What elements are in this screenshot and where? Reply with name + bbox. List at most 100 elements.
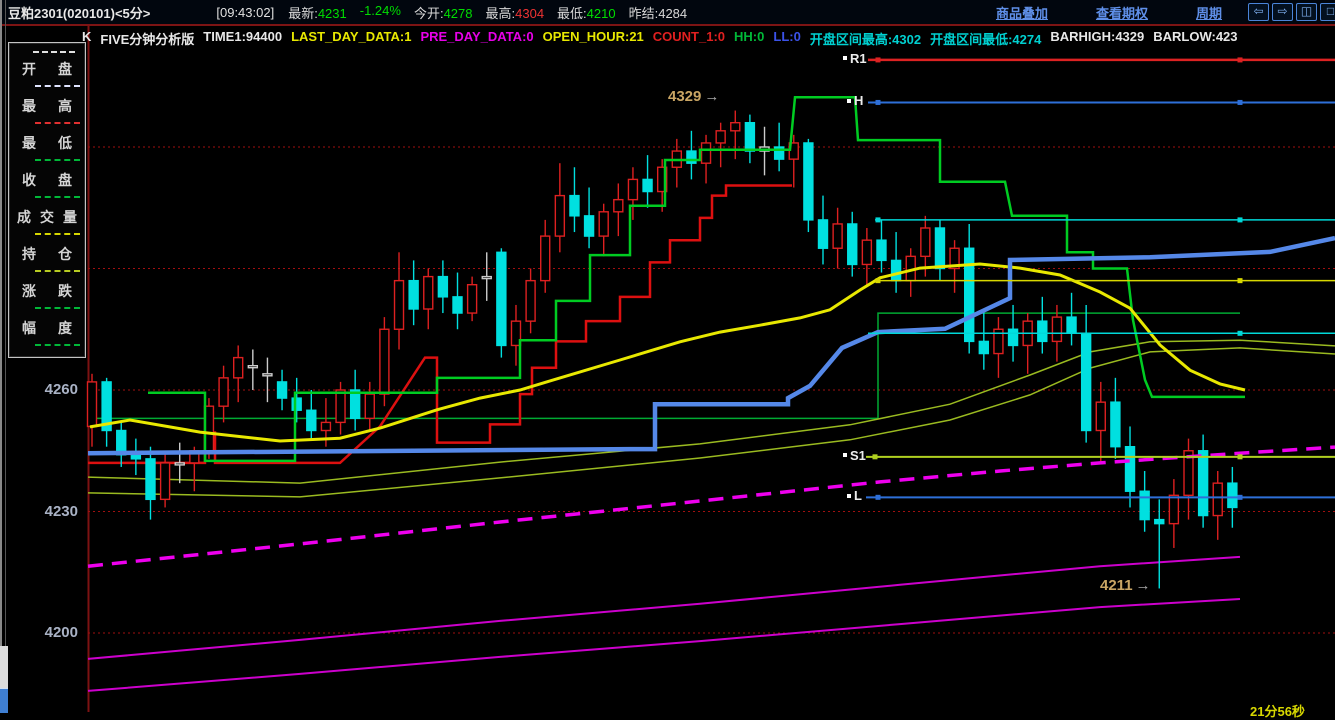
arrow-right-glyph: →	[704, 88, 720, 105]
level-dot-mid-yellow	[875, 278, 881, 284]
candle-down	[934, 227, 946, 270]
level-label-H: H	[847, 93, 863, 108]
candle-up	[832, 223, 843, 249]
clock: [09:43:02]	[216, 4, 275, 20]
quote-field-2: 今开:4278	[413, 5, 473, 21]
maximize-window-icon[interactable]: □	[1320, 3, 1335, 21]
level-dot-open-range-low	[1237, 330, 1243, 336]
indicator-segment-11: BARHIGH:4329	[1050, 29, 1145, 44]
candle-up	[364, 393, 375, 420]
candle-down	[349, 389, 361, 420]
indicator-segment-12: BARLOW:423	[1153, 29, 1238, 44]
view-options-link[interactable]: 查看期权	[1095, 5, 1148, 21]
magenta-line-1	[87, 555, 1241, 660]
level-dot-open-range-high	[875, 217, 881, 223]
candle-down	[1066, 316, 1077, 335]
overlay-commodity-link[interactable]: 商品叠加	[995, 5, 1048, 21]
indicator-segment-3: LAST_DAY_DATA:1	[291, 29, 412, 44]
indicator-segment-1: FIVE分钟分析版	[100, 32, 195, 47]
quote-fields: 最新:4231 -1.24% 今开:4278 最高:4304 最低:4210 昨结:428…	[288, 3, 700, 22]
scrollbar-fragment[interactable]	[0, 646, 8, 688]
level-dot-L	[1237, 494, 1243, 500]
level-dot-R1	[1237, 57, 1243, 63]
candle-up	[232, 356, 244, 379]
candle-doji	[247, 365, 259, 369]
high-annotation-value: 4329	[668, 88, 702, 105]
candle-down	[145, 458, 156, 501]
level-dot-open-range-high	[1237, 217, 1243, 223]
legend-line-swatch	[35, 307, 80, 309]
green-flat-line	[88, 312, 1240, 420]
split-window-icon[interactable]: ◫	[1296, 3, 1317, 21]
candle-down	[773, 146, 785, 160]
arrow-right-icon[interactable]: ⇨	[1272, 3, 1293, 21]
legend-item-收盘[interactable]: 收盘	[9, 164, 85, 201]
candle-up	[423, 275, 434, 310]
candle-up	[466, 284, 478, 314]
background-window-fragment[interactable]	[0, 688, 8, 713]
candle-down	[1124, 446, 1136, 492]
candle-down	[1154, 518, 1165, 525]
legend-line-swatch	[35, 270, 80, 272]
y-axis-label-4260: 4260	[44, 381, 78, 398]
top-bar: 豆粕2301(020101)<5分> [09:43:02] 最新:4231 -1.…	[0, 0, 1335, 24]
legend-item-开盘[interactable]: 开盘	[9, 53, 85, 90]
window-edge	[0, 0, 2, 712]
candle-up	[715, 130, 726, 144]
arrow-left-icon[interactable]: ⇦	[1248, 3, 1269, 21]
candle-down	[1037, 320, 1048, 343]
level-dot-mid-yellow	[1237, 278, 1243, 284]
magenta-line-2	[87, 598, 1241, 692]
low-annotation-value: 4211	[1100, 577, 1133, 594]
window-edge-inner	[5, 0, 6, 712]
candle-down	[1080, 332, 1092, 432]
candle-doji	[481, 275, 492, 280]
candle-down	[890, 259, 902, 282]
candle-up	[949, 247, 960, 270]
level-dot-R1	[875, 57, 881, 63]
candle-up	[510, 320, 522, 347]
candle-down	[291, 397, 302, 411]
candle-up	[525, 279, 536, 322]
legend-item-成交量[interactable]: 成交量	[9, 201, 85, 238]
candle-down	[1139, 490, 1150, 521]
candle-doji	[262, 373, 273, 377]
candle-down	[306, 409, 317, 432]
candle-down	[1227, 482, 1238, 509]
indicator-segment-2: TIME1:94400	[203, 29, 283, 44]
candle-down	[686, 150, 697, 164]
indicator-bar: K FIVE分钟分析版 TIME1:94400 LAST_DAY_DATA:1 PRE_…	[82, 29, 1335, 47]
quote-field-3: 最高:4304	[485, 5, 545, 21]
candle-down	[569, 194, 580, 217]
candle-up	[540, 235, 551, 282]
candle-down	[1197, 450, 1209, 517]
candle-up	[920, 227, 931, 258]
indicator-segment-7: HH:0	[734, 29, 765, 44]
candle-down	[817, 219, 829, 249]
candle-down	[583, 215, 595, 237]
candle-down	[437, 275, 449, 298]
level-dot-H	[1237, 99, 1243, 105]
candle-down	[964, 247, 975, 343]
red-separator	[0, 24, 1335, 26]
candle-up	[627, 178, 639, 201]
period-link[interactable]: 周期	[1195, 5, 1222, 21]
window-controls: ⇦ ⇨ ◫ □	[1248, 3, 1335, 21]
indicator-segment-0: K	[82, 29, 92, 44]
legend-item-最高[interactable]: 最高	[9, 90, 85, 127]
legend-item-涨跌[interactable]: 涨跌	[9, 275, 85, 312]
candle-down	[1110, 401, 1121, 448]
candle-up	[1212, 482, 1223, 517]
indicator-segment-4: PRE_DAY_DATA:0	[420, 29, 534, 44]
candle-up	[861, 239, 873, 266]
candle-up	[598, 211, 609, 237]
legend-item-幅度[interactable]: 幅度	[9, 312, 85, 349]
green-channel-line	[148, 95, 1245, 463]
legend-item-持仓[interactable]: 持仓	[9, 238, 85, 275]
level-label-S1: S1	[843, 448, 866, 463]
candle-down	[642, 178, 653, 193]
candle-doji	[174, 462, 185, 466]
level-dot-H	[875, 99, 881, 105]
legend-item-最低[interactable]: 最低	[9, 127, 85, 164]
